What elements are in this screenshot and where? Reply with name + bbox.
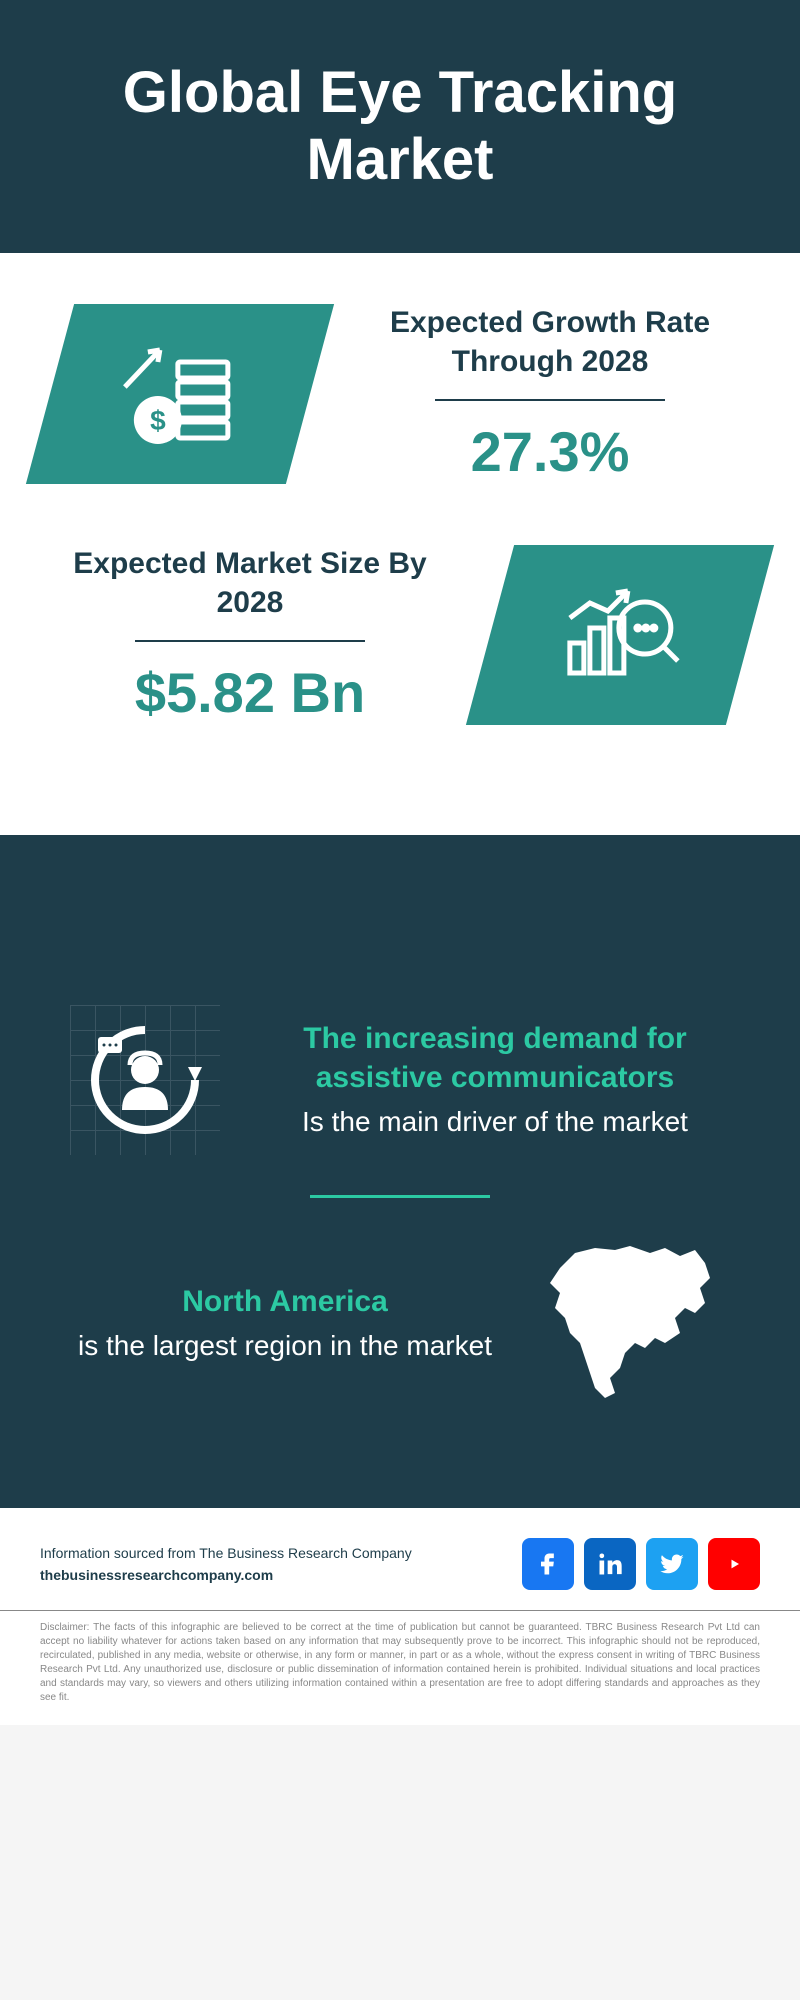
- region-highlight: North America: [70, 1282, 500, 1321]
- twitter-icon[interactable]: [646, 1538, 698, 1590]
- driver-text: The increasing demand for assistive comm…: [260, 1019, 730, 1141]
- stat-text: Expected Market Size By 2028 $5.82 Bn: [50, 544, 450, 725]
- stat-text: Expected Growth Rate Through 2028 27.3%: [350, 303, 750, 484]
- divider: [135, 640, 365, 642]
- stat-icon-box: [466, 545, 774, 725]
- skyline-silhouette: [0, 835, 800, 975]
- region-text: North America is the largest region in t…: [70, 1282, 500, 1365]
- driver-row: The increasing demand for assistive comm…: [70, 1005, 730, 1155]
- stats-section: $ Expected Growth Rate Through 2028 27.3…: [0, 253, 800, 835]
- stat-value: 27.3%: [350, 419, 750, 484]
- footer: Information sourced from The Business Re…: [0, 1508, 800, 1611]
- north-america-map-icon: [540, 1238, 730, 1408]
- facebook-icon[interactable]: [522, 1538, 574, 1590]
- chart-magnify-icon: [550, 572, 690, 697]
- stat-value: $5.82 Bn: [50, 660, 450, 725]
- region-sub: is the largest region in the market: [70, 1327, 500, 1365]
- region-row: North America is the largest region in t…: [70, 1238, 730, 1408]
- stat-icon-box: $: [26, 304, 334, 484]
- header: Global Eye Tracking Market: [0, 0, 800, 253]
- youtube-icon[interactable]: [708, 1538, 760, 1590]
- stat-row-market-size: Expected Market Size By 2028 $5.82 Bn: [50, 544, 750, 725]
- infographic-container: Global Eye Tracking Market $: [0, 0, 800, 1725]
- dark-section: The increasing demand for assistive comm…: [0, 835, 800, 1508]
- disclaimer-text: Disclaimer: The facts of this infographi…: [0, 1611, 800, 1725]
- divider: [310, 1195, 490, 1198]
- driver-highlight: The increasing demand for assistive comm…: [260, 1019, 730, 1097]
- source-url: thebusinessresearchcompany.com: [40, 1564, 412, 1586]
- page-title: Global Eye Tracking Market: [40, 60, 760, 193]
- svg-text:$: $: [150, 404, 166, 435]
- growth-money-icon: $: [110, 331, 250, 456]
- stat-row-growth: $ Expected Growth Rate Through 2028 27.3…: [50, 303, 750, 484]
- source-label: Information sourced from The Business Re…: [40, 1542, 412, 1564]
- stat-label: Expected Growth Rate Through 2028: [350, 303, 750, 381]
- stat-label: Expected Market Size By 2028: [50, 544, 450, 622]
- dark-content: The increasing demand for assistive comm…: [0, 975, 800, 1408]
- support-person-icon: [70, 1005, 220, 1155]
- linkedin-icon[interactable]: [584, 1538, 636, 1590]
- footer-source: Information sourced from The Business Re…: [40, 1542, 412, 1587]
- social-icons: [522, 1538, 760, 1590]
- driver-sub: Is the main driver of the market: [260, 1103, 730, 1141]
- divider: [435, 399, 665, 401]
